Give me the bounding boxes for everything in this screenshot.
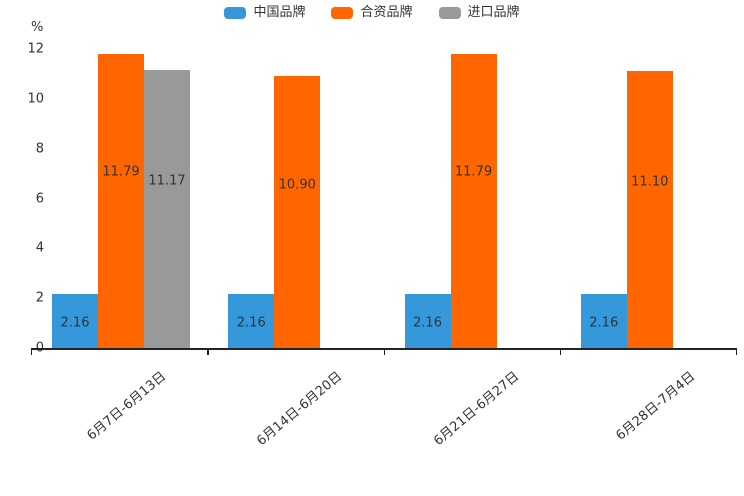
- y-axis-tick-label: 2: [35, 290, 44, 306]
- bar-value-label: 2.16: [60, 315, 90, 331]
- x-axis-tick: [736, 348, 738, 355]
- bar-value-label: 11.10: [631, 174, 669, 190]
- x-axis-category-label: 6月7日-6月13日: [84, 369, 170, 444]
- y-axis-tick-label: 10: [27, 91, 44, 107]
- x-axis-tick: [383, 348, 385, 355]
- x-axis-tick: [31, 348, 33, 355]
- x-axis-category-label: 6月14日-6月20日: [254, 369, 346, 449]
- y-axis-tick-label: 8: [35, 141, 44, 157]
- y-axis-ticks: 121086420: [8, 0, 44, 496]
- y-axis-unit-label: %: [31, 20, 44, 35]
- y-axis-tick-label: 6: [35, 191, 44, 206]
- bar[interactable]: [98, 54, 144, 348]
- bar[interactable]: [580, 294, 627, 348]
- bar-value-label: 11.79: [454, 164, 493, 180]
- bar-value-label: 10.90: [278, 177, 316, 193]
- bar-value-label: 2.16: [236, 315, 266, 331]
- bar[interactable]: [274, 76, 321, 348]
- bar[interactable]: [626, 71, 673, 348]
- bar-value-label: 2.16: [413, 315, 442, 331]
- x-axis-tick: [559, 348, 562, 355]
- bar[interactable]: [52, 294, 98, 348]
- bar[interactable]: [450, 54, 497, 348]
- bar[interactable]: [144, 69, 190, 348]
- y-axis-tick-label: 4: [35, 240, 44, 256]
- bar-value-label: 2.16: [589, 315, 619, 331]
- x-axis-category-label: 6月21日-6月27日: [430, 369, 522, 449]
- x-axis-category-label: 6月28日-7月4日: [613, 369, 699, 444]
- y-axis-tick-label: 12: [27, 41, 44, 57]
- bar-value-label: 11.79: [102, 164, 140, 180]
- bar-value-label: 11.17: [148, 173, 186, 189]
- bar[interactable]: [228, 294, 275, 348]
- bar[interactable]: [404, 294, 451, 348]
- x-axis-tick: [207, 348, 209, 355]
